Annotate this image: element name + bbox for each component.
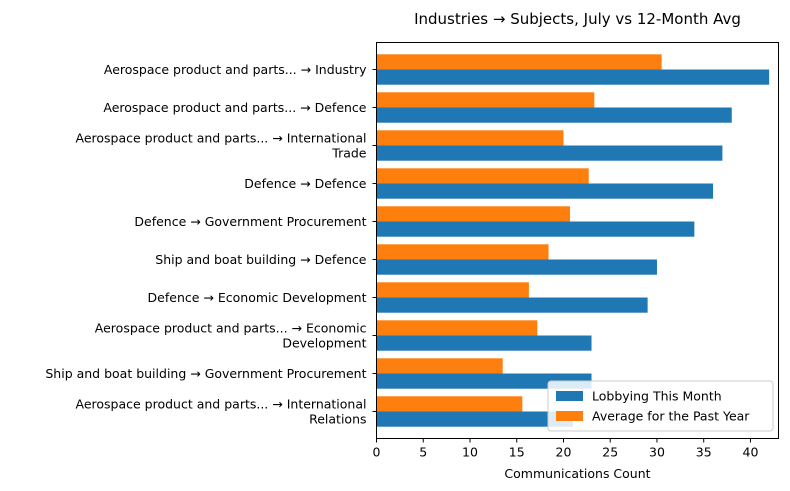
x-axis-label: Communications Count [504,466,650,481]
y-tick-label: Relations [309,412,366,427]
legend-swatch-0 [556,391,583,401]
bar-past-year-avg-3 [376,168,589,184]
bar-this-month-7 [376,335,592,351]
x-tick-label: 0 [373,445,381,460]
y-tick-label: Defence → Economic Development [148,290,367,305]
y-axis-ticks: Aerospace product and parts... → Industr… [45,62,377,427]
x-tick-label: 25 [602,445,618,460]
x-tick-label: 5 [419,445,427,460]
y-tick-label: Aerospace product and parts... → Defence [103,100,366,115]
bar-this-month-6 [376,297,648,313]
y-tick-label: Aerospace product and parts... → Interna… [76,397,367,412]
y-tick-label: Ship and boat building → Government Proc… [45,366,366,381]
y-tick-label: Aerospace product and parts... → Interna… [76,131,367,146]
bar-this-month-4 [376,221,695,237]
bar-past-year-avg-4 [376,206,571,222]
legend-label-0: Lobbying This Month [592,389,722,404]
bar-this-month-5 [376,259,657,275]
legend-label-1: Average for the Past Year [592,409,750,424]
x-tick-label: 10 [462,445,478,460]
bars-group [376,54,770,427]
y-tick-label: Ship and boat building → Defence [155,252,367,267]
x-tick-label: 30 [649,445,665,460]
bar-this-month-3 [376,183,714,199]
legend: Lobbying This Month Average for the Past … [547,380,774,432]
bar-this-month-8 [376,373,592,389]
bar-past-year-avg-9 [376,396,523,412]
legend-swatch-1 [556,411,583,421]
y-tick-label: Trade [331,146,367,161]
bar-past-year-avg-0 [376,54,662,70]
bar-past-year-avg-6 [376,282,529,298]
legend-box [547,380,774,432]
y-tick-label: Development [282,336,366,351]
bar-this-month-0 [376,69,770,85]
bar-past-year-avg-2 [376,130,564,146]
x-tick-label: 40 [743,445,759,460]
bar-this-month-2 [376,145,723,161]
chart-title: Industries → Subjects, July vs 12-Month … [414,10,741,28]
bar-past-year-avg-1 [376,92,595,108]
bar-past-year-avg-7 [376,320,538,336]
x-tick-label: 35 [696,445,712,460]
y-tick-label: Aerospace product and parts... → Economi… [95,321,367,336]
plot-frame [376,42,779,439]
y-tick-label: Defence → Government Procurement [134,214,366,229]
x-tick-label: 20 [556,445,572,460]
y-tick-label: Defence → Defence [244,176,367,191]
bar-past-year-avg-8 [376,358,503,374]
x-tick-label: 15 [509,445,525,460]
bar-this-month-1 [376,107,732,123]
y-tick-label: Aerospace product and parts... → Industr… [104,62,367,77]
bar-past-year-avg-5 [376,244,549,260]
bar-this-month-9 [376,411,573,427]
x-axis-ticks: 0 5 10 15 20 25 30 35 40 [373,438,759,460]
